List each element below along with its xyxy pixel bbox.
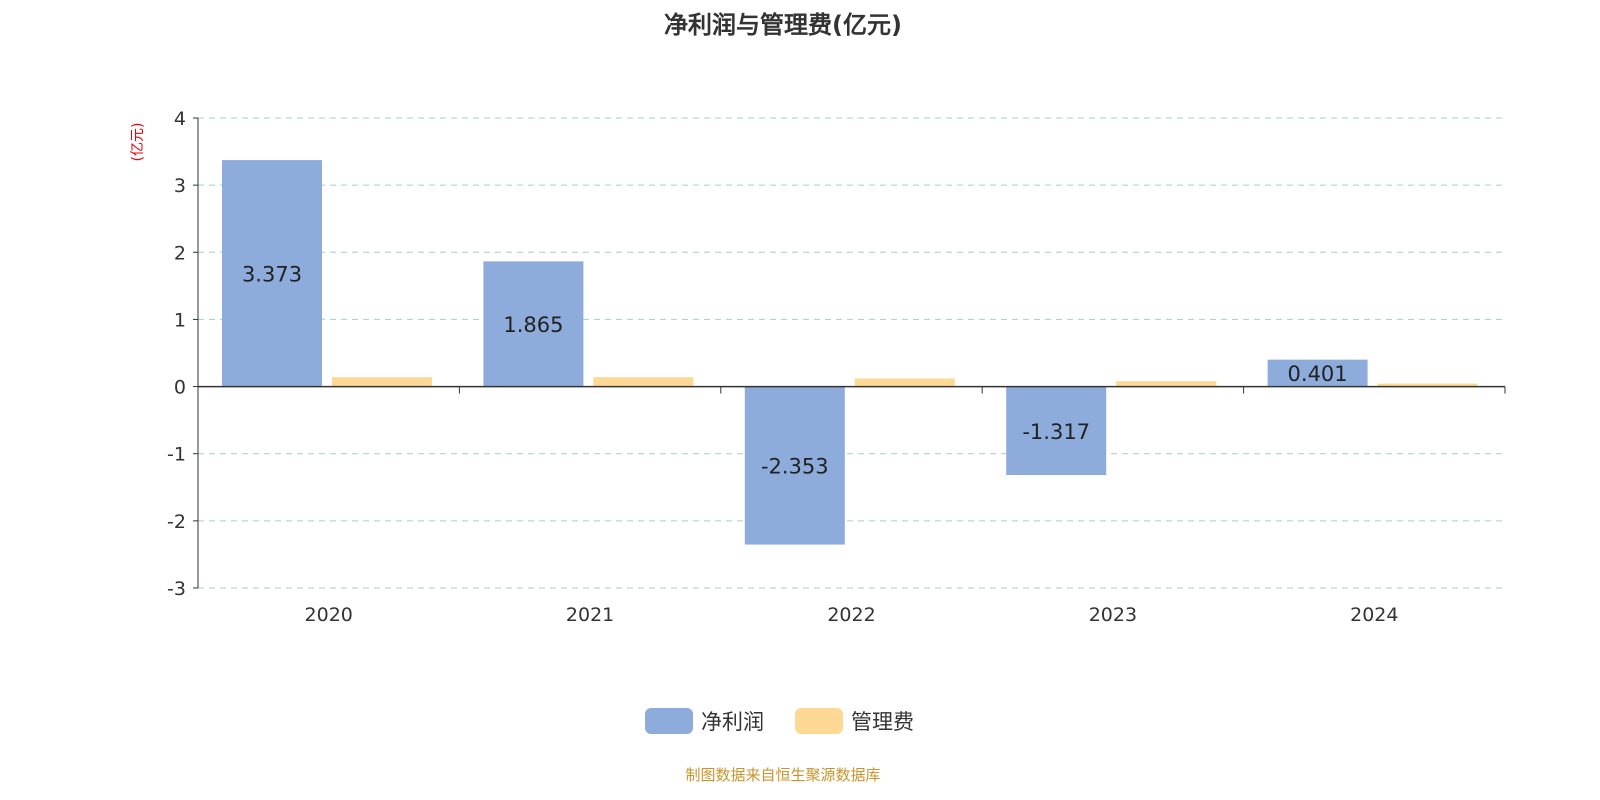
y-tick-label: 1 xyxy=(174,309,186,331)
x-tick-label: 2020 xyxy=(305,604,353,626)
bar-net-profit-2023 xyxy=(1006,386,1107,475)
bar-net-profit-2020 xyxy=(222,160,322,387)
source-note: 制图数据来自恒生聚源数据库 xyxy=(685,766,880,784)
legend-item-0[interactable]: 净利润 xyxy=(645,708,764,734)
y-tick-label: 2 xyxy=(174,242,186,264)
bar-management-fee-2020 xyxy=(332,377,432,387)
data-label: 1.865 xyxy=(503,313,563,337)
y-tick-label: -2 xyxy=(167,511,186,533)
bar-net-profit-2021 xyxy=(483,261,584,387)
bar-management-fee-2024 xyxy=(1377,383,1478,387)
data-label: 0.401 xyxy=(1288,362,1348,386)
y-tick-label: -3 xyxy=(167,578,186,600)
chart-title: 净利润与管理费(亿元) xyxy=(664,11,902,39)
x-tick-label: 2023 xyxy=(1089,604,1137,626)
y-tick-label: 0 xyxy=(174,377,186,399)
bar-net-profit-2024 xyxy=(1267,359,1368,387)
legend-label: 管理费 xyxy=(851,710,914,734)
data-label: -1.317 xyxy=(1022,420,1090,444)
bar-management-fee-2022 xyxy=(854,378,955,387)
y-tick-label: -1 xyxy=(167,444,186,466)
y-tick-label: 4 xyxy=(174,108,186,130)
y-axis-label: (亿元) xyxy=(130,123,146,162)
x-tick-label: 2021 xyxy=(566,604,614,626)
legend-swatch xyxy=(645,708,693,734)
legend-label: 净利润 xyxy=(701,710,764,734)
data-label: 3.373 xyxy=(242,262,302,286)
legend-item-1[interactable]: 管理费 xyxy=(795,708,914,734)
bar-management-fee-2021 xyxy=(593,377,694,387)
x-tick-label: 2024 xyxy=(1350,604,1398,626)
bar-net-profit-2022 xyxy=(744,386,845,545)
data-label: -2.353 xyxy=(761,455,829,479)
bar-management-fee-2023 xyxy=(1116,381,1217,387)
legend-swatch xyxy=(795,708,843,734)
x-tick-label: 2022 xyxy=(827,604,875,626)
y-tick-label: 3 xyxy=(174,175,186,197)
